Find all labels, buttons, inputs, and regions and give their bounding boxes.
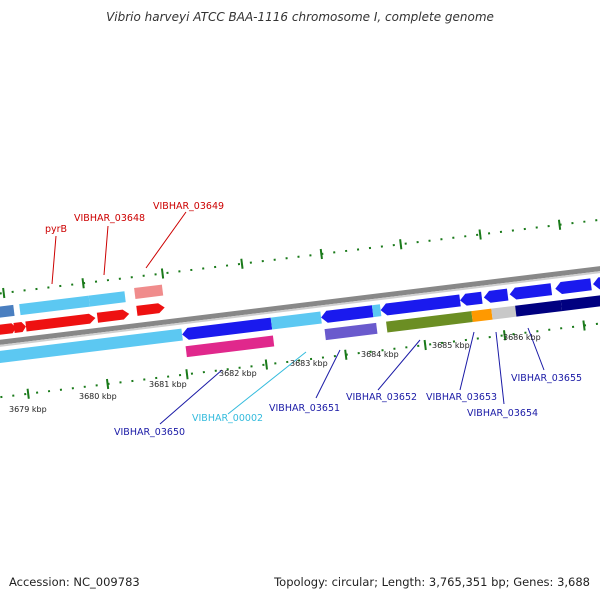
chromosome-backbone [0, 260, 600, 349]
gene-VIBHAR_03651-top[interactable] [320, 305, 374, 323]
gene-VIBHAR_03649[interactable] [134, 284, 164, 299]
tick-label-3684: 3684 kbp [361, 350, 399, 359]
tick-label-3680: 3680 kbp [79, 392, 117, 401]
label-VIBHAR_00002[interactable]: VIBHAR_00002 [192, 413, 263, 424]
leader-VIBHAR_03653 [459, 331, 475, 391]
accession-text: Accession: NC_009783 [9, 575, 140, 589]
leader-VIBHAR_03650 [159, 369, 223, 425]
gene-red-arrow-1[interactable] [0, 323, 17, 338]
gene-reverse-blue-3[interactable] [483, 288, 509, 304]
gene-VIBHAR_03652[interactable] [386, 311, 473, 333]
gene-reverse-blue-5[interactable] [555, 278, 592, 294]
outer-major-ticks [2, 219, 562, 299]
gene-reverse-cyan[interactable] [0, 328, 183, 367]
leader-pyrB [51, 235, 57, 285]
tick-label-3685: 3685 kbp [432, 341, 470, 350]
gene-forward-blue[interactable] [0, 304, 15, 321]
gene-VIBHAR_03648-upper[interactable] [88, 291, 126, 307]
label-VIBHAR_03651[interactable]: VIBHAR_03651 [269, 403, 340, 414]
tick-label-3681: 3681 kbp [149, 380, 187, 389]
label-VIBHAR_03650[interactable]: VIBHAR_03650 [114, 427, 185, 438]
label-VIBHAR_03655[interactable]: VIBHAR_03655 [511, 373, 582, 384]
label-pyrB[interactable]: pyrB [45, 224, 67, 235]
label-VIBHAR_03648[interactable]: VIBHAR_03648 [74, 213, 145, 224]
gene-navy-2[interactable] [560, 295, 600, 312]
inner-major-ticks [26, 320, 586, 399]
label-VIBHAR_03652[interactable]: VIBHAR_03652 [346, 392, 417, 403]
gene-small-cyan[interactable] [371, 304, 382, 318]
leader-VIBHAR_03648 [103, 225, 109, 276]
gene-VIBHAR_03653[interactable] [471, 308, 493, 323]
label-VIBHAR_03649[interactable]: VIBHAR_03649 [153, 201, 224, 212]
leader-VIBHAR_03649 [145, 211, 187, 269]
gene-red-arrow-2[interactable] [13, 322, 26, 333]
tick-label-3686: 3686 kbp [503, 333, 541, 342]
gene-reverse-blue-4[interactable] [509, 283, 553, 300]
tick-label-3683: 3683 kbp [290, 359, 328, 368]
leader-VIBHAR_03654 [495, 331, 505, 405]
gene-VIBHAR_03648[interactable] [96, 309, 130, 323]
tick-label-3679: 3679 kbp [9, 405, 47, 414]
gene-VIBHAR_00002[interactable] [270, 311, 322, 330]
gene-reverse-blue-6[interactable] [592, 272, 600, 291]
gene-VIBHAR_03650[interactable] [181, 317, 273, 341]
gene-pyrB-region[interactable] [19, 295, 91, 316]
leader-VIBHAR_03651 [315, 349, 341, 399]
gene-red-arrow-5[interactable] [136, 303, 165, 316]
gene-pyrB[interactable] [25, 313, 96, 332]
leader-VIBHAR_03655 [527, 327, 545, 371]
gene-reverse-blue-1[interactable] [380, 294, 461, 316]
genome-stats-text: Topology: circular; Length: 3,765,351 bp… [274, 575, 590, 589]
label-VIBHAR_03653[interactable]: VIBHAR_03653 [426, 392, 497, 403]
backbone-shadow [0, 265, 600, 351]
leader-VIBHAR_00002 [227, 351, 307, 415]
leader-VIBHAR_03652 [377, 339, 421, 391]
gene-VIBHAR_03651[interactable] [324, 322, 378, 341]
outer-tick-ring [0, 214, 600, 298]
tick-label-3682: 3682 kbp [219, 369, 257, 378]
gene-reverse-blue-2[interactable] [459, 291, 483, 307]
label-VIBHAR_03654[interactable]: VIBHAR_03654 [467, 408, 538, 419]
gene-magenta[interactable] [185, 335, 275, 358]
gene-VIBHAR_03654[interactable] [491, 305, 517, 320]
gene-VIBHAR_03655[interactable] [515, 300, 563, 317]
page-title: Vibrio harveyi ATCC BAA-1116 chromosome … [106, 10, 494, 24]
